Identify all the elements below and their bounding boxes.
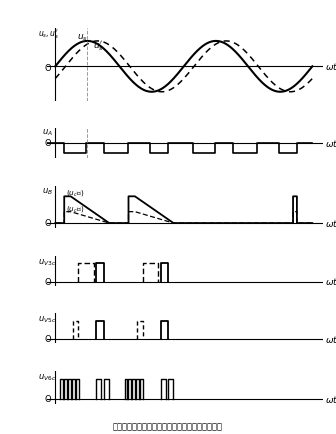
Text: $u_s, u_s'$: $u_s, u_s'$: [38, 28, 59, 41]
Text: $\omega t$: $\omega t$: [325, 394, 336, 405]
Text: $u_s$: $u_s$: [77, 33, 88, 43]
Text: O: O: [45, 63, 51, 72]
Text: $u_{V6c}$: $u_{V6c}$: [38, 373, 56, 383]
Text: $\omega t$: $\omega t$: [325, 334, 336, 345]
Text: $u_s'$: $u_s'$: [93, 39, 104, 53]
Text: $(u_c$大$)$: $(u_c$大$)$: [66, 188, 84, 198]
Text: O: O: [45, 335, 51, 344]
Text: O: O: [45, 219, 51, 228]
Text: $\omega t$: $\omega t$: [325, 276, 336, 287]
Text: $\omega t$: $\omega t$: [325, 138, 336, 148]
Text: O: O: [45, 139, 51, 148]
Text: 串联控制的锯齿波同步触发电路有关点的工作波形: 串联控制的锯齿波同步触发电路有关点的工作波形: [113, 423, 223, 432]
Text: $u_A$: $u_A$: [42, 128, 53, 138]
Text: O: O: [45, 278, 51, 286]
Text: $u_{V3c}$: $u_{V3c}$: [38, 257, 56, 268]
Text: $\omega t$: $\omega t$: [325, 61, 336, 72]
Text: $u_{V5c}$: $u_{V5c}$: [38, 315, 56, 325]
Text: $u_B$: $u_B$: [42, 187, 53, 197]
Text: $(u_c$小$)$: $(u_c$小$)$: [66, 204, 84, 214]
Text: O: O: [45, 395, 51, 404]
Text: $\omega t$: $\omega t$: [325, 217, 336, 229]
